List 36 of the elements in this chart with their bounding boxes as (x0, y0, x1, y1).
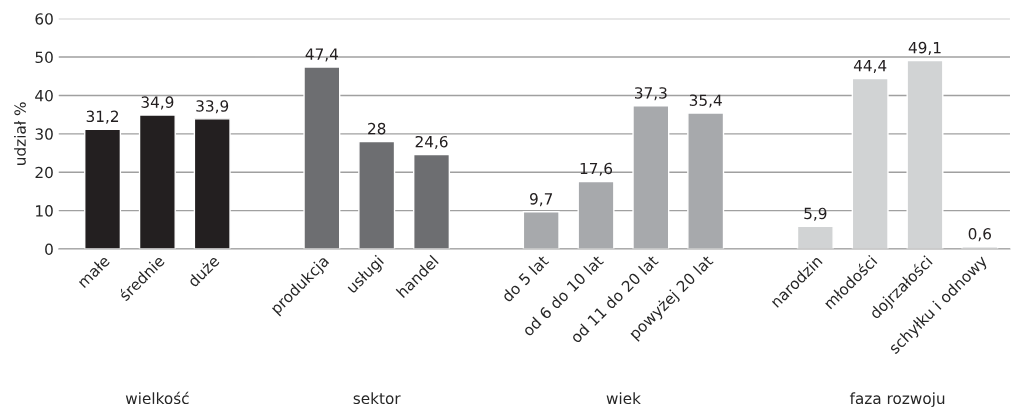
text: wiek (606, 392, 641, 405)
y-tick-label: 10 (36, 205, 53, 217)
bar (796, 225, 834, 249)
bar (138, 114, 176, 249)
bar (84, 128, 122, 249)
data-label: 24,6 (415, 135, 448, 149)
x-tick-label: do 5 lat (500, 254, 550, 303)
data-label: 37,3 (635, 87, 667, 101)
bar (303, 66, 341, 249)
data-label: 5,9 (804, 207, 827, 221)
y-tick-label: 0 (45, 243, 53, 256)
bar (193, 118, 231, 249)
bar (413, 153, 451, 249)
data-label: 44,4 (853, 60, 887, 73)
data-label: 47,4 (305, 48, 339, 62)
y-tick-label: 60 (35, 13, 53, 25)
bar (851, 77, 889, 249)
data-label: 34,9 (141, 96, 174, 110)
text: faza rozwoju (849, 392, 945, 408)
data-label: 0,6 (968, 228, 992, 242)
y-tick-label: 20 (35, 166, 53, 179)
data-label: 35,4 (689, 94, 722, 108)
y-tick-label: 50 (35, 51, 53, 64)
data-label: 31,2 (86, 110, 119, 124)
bar (358, 140, 396, 249)
data-label: 33,9 (196, 100, 229, 114)
data-label: 49,1 (908, 41, 941, 55)
y-tick-label: 40 (35, 89, 53, 102)
y-axis-title: udział % (14, 102, 26, 165)
data-label: 17,6 (580, 162, 613, 176)
text: sektor (353, 392, 401, 405)
y-tick-label: 30 (35, 128, 53, 140)
data-label: 28 (368, 122, 386, 135)
data-label: 9,7 (530, 193, 553, 207)
text: wielkość (125, 391, 189, 405)
bar (906, 59, 944, 249)
